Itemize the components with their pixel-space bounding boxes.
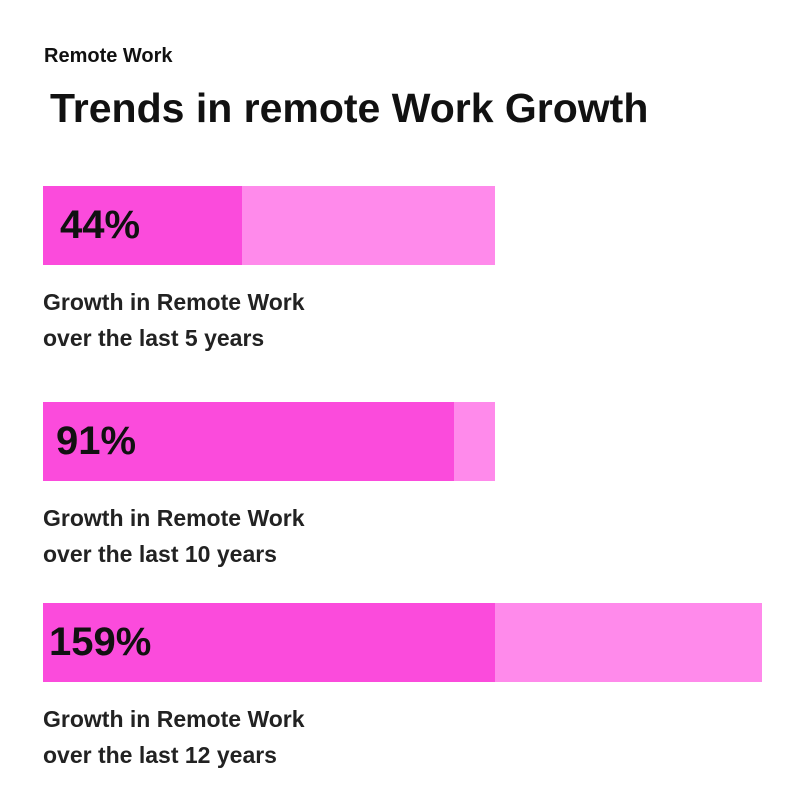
chart-title: Trends in remote Work Growth — [50, 85, 649, 131]
bar-fill-5-years — [43, 186, 242, 265]
bar-value-10-years: 91% — [56, 419, 137, 463]
eyebrow-label: Remote Work — [44, 45, 173, 67]
bar-fill-10-years — [43, 402, 454, 481]
bar-fill-12-years — [43, 603, 495, 682]
bar-caption-12-years-line-2: over the last 12 years — [43, 742, 277, 768]
bar-track-12-years: 159% — [43, 603, 762, 682]
bar-caption-12-years-line-1: Growth in Remote Work — [43, 706, 305, 732]
bar-value-5-years: 44% — [60, 203, 141, 247]
bar-caption-10-years-line-2: over the last 10 years — [43, 541, 277, 567]
bar-value-12-years: 159% — [49, 620, 152, 664]
bar-caption-12-years: Growth in Remote Work over the last 12 y… — [43, 701, 403, 773]
bar-track-5-years: 44% — [43, 186, 495, 265]
bar-caption-5-years-line-2: over the last 5 years — [43, 325, 265, 351]
metric-12-years: 159% Growth in Remote Work over the last… — [43, 603, 762, 773]
bar-track-10-years: 91% — [43, 402, 495, 481]
metric-5-years: 44% Growth in Remote Work over the last … — [43, 186, 495, 356]
bar-caption-5-years: Growth in Remote Work over the last 5 ye… — [43, 284, 403, 356]
bar-caption-10-years-line-1: Growth in Remote Work — [43, 505, 305, 531]
metric-10-years: 91% Growth in Remote Work over the last … — [43, 402, 495, 572]
bar-caption-10-years: Growth in Remote Work over the last 10 y… — [43, 500, 403, 572]
bar-caption-5-years-line-1: Growth in Remote Work — [43, 289, 305, 315]
